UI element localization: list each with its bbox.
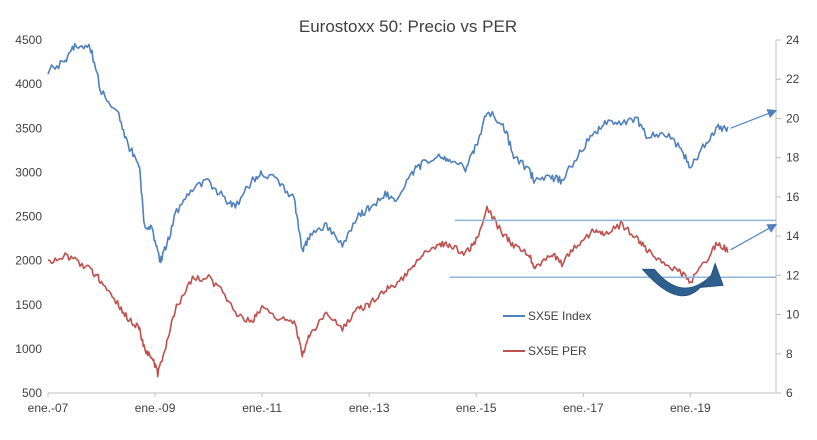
y-left-tick-label: 2000 bbox=[15, 254, 42, 268]
x-tick-label: ene.-13 bbox=[349, 401, 390, 415]
y-left-tick-label: 4000 bbox=[15, 77, 42, 91]
x-tick-label: ene.-19 bbox=[670, 401, 711, 415]
axes: 500 1000 1500 2000 2500 3000 3500 4000 4500 6 8 10 1… bbox=[15, 33, 799, 415]
y-left-tick-label: 1000 bbox=[15, 342, 42, 356]
index-trend-arrow bbox=[730, 109, 778, 129]
y-right-tick-label: 24 bbox=[786, 33, 800, 47]
x-tick-label: ene.-11 bbox=[242, 401, 282, 415]
y-right-tick-label: 10 bbox=[786, 308, 800, 322]
y-left-tick-label: 3500 bbox=[15, 121, 42, 135]
y-right-tick-label: 22 bbox=[786, 72, 800, 86]
legend-label-per: SX5E PER bbox=[528, 344, 587, 358]
legend: SX5E Index SX5E PER bbox=[503, 309, 591, 358]
annotations bbox=[449, 109, 778, 297]
y-right-tick-label: 14 bbox=[786, 229, 800, 243]
chart-title: Eurostoxx 50: Precio vs PER bbox=[299, 17, 517, 36]
y-right-tick-label: 16 bbox=[786, 190, 800, 204]
y-right-tick-label: 20 bbox=[786, 111, 800, 125]
legend-label-index: SX5E Index bbox=[528, 309, 591, 323]
series-lines bbox=[47, 42, 729, 378]
rebound-curved-arrow bbox=[641, 262, 724, 297]
x-tick-label: ene.-15 bbox=[456, 401, 497, 415]
y-left-tick-label: 3000 bbox=[15, 165, 42, 179]
y-left-tick-label: 1500 bbox=[15, 298, 42, 312]
y-left-tick-label: 2500 bbox=[15, 210, 42, 224]
per-trend-arrow bbox=[730, 223, 778, 251]
y-right-tick-label: 12 bbox=[786, 268, 800, 282]
y-left-tick-label: 500 bbox=[22, 386, 42, 400]
y-right-tick-label: 6 bbox=[786, 386, 793, 400]
series-line-index bbox=[47, 42, 729, 264]
y-left-tick-label: 4500 bbox=[15, 33, 42, 47]
x-tick-label: ene.-09 bbox=[135, 401, 176, 415]
x-tick-label: ene.-07 bbox=[28, 401, 69, 415]
y-right-tick-label: 18 bbox=[786, 151, 800, 165]
y-right-tick-label: 8 bbox=[786, 347, 793, 361]
series-line-per bbox=[47, 205, 729, 378]
x-tick-label: ene.-17 bbox=[563, 401, 604, 415]
